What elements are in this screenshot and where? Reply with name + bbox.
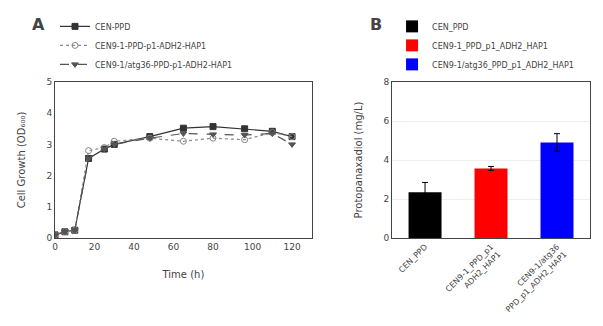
svg-text:80: 80 bbox=[207, 242, 219, 252]
svg-text:60: 60 bbox=[168, 242, 180, 252]
svg-text:CEN_PPD: CEN_PPD bbox=[397, 242, 429, 274]
svg-text:5: 5 bbox=[46, 77, 52, 87]
svg-text:40: 40 bbox=[128, 242, 140, 252]
svg-text:8: 8 bbox=[384, 77, 390, 87]
svg-text:100: 100 bbox=[244, 242, 261, 252]
svg-text:Protopanaxadiol (mg/L): Protopanaxadiol (mg/L) bbox=[353, 101, 364, 218]
svg-text:A: A bbox=[32, 15, 45, 34]
svg-text:4: 4 bbox=[46, 108, 52, 118]
svg-text:6: 6 bbox=[384, 116, 390, 126]
svg-text:CEN9-1/atg36_PPD_p1_ADH2_HAP1: CEN9-1/atg36_PPD_p1_ADH2_HAP1 bbox=[432, 61, 574, 70]
svg-text:B: B bbox=[370, 15, 382, 34]
svg-text:0: 0 bbox=[46, 233, 52, 243]
svg-text:0: 0 bbox=[52, 242, 58, 252]
svg-text:CEN9-1_PPD_p1_ADH2_HAP1: CEN9-1_PPD_p1_ADH2_HAP1 bbox=[432, 42, 548, 51]
svg-text:CEN_PPD: CEN_PPD bbox=[432, 23, 468, 32]
svg-text:4: 4 bbox=[384, 155, 390, 165]
svg-text:CEN9-1-PPD-p1-ADH2-HAP1: CEN9-1-PPD-p1-ADH2-HAP1 bbox=[95, 42, 206, 51]
svg-text:3: 3 bbox=[46, 140, 52, 150]
svg-text:Time (h): Time (h) bbox=[162, 269, 205, 280]
svg-text:CEN-PPD: CEN-PPD bbox=[95, 23, 130, 32]
svg-text:2: 2 bbox=[46, 171, 52, 181]
svg-text:120: 120 bbox=[283, 242, 300, 252]
svg-text:CEN9-1/atg36PPD_p1_ADH2_HAP1: CEN9-1/atg36PPD_p1_ADH2_HAP1 bbox=[497, 242, 569, 314]
svg-text:2: 2 bbox=[384, 194, 390, 204]
svg-text:0: 0 bbox=[384, 233, 390, 243]
svg-text:1: 1 bbox=[46, 202, 52, 212]
svg-text:CEN9-1/atg36-PPD-p1-ADH2-HAP1: CEN9-1/atg36-PPD-p1-ADH2-HAP1 bbox=[95, 61, 232, 70]
svg-text:20: 20 bbox=[89, 242, 101, 252]
svg-text:CEN9-1_PPD_p1ADH2_HAP1: CEN9-1_PPD_p1ADH2_HAP1 bbox=[444, 242, 503, 301]
svg-text:Cell Growth (OD₆₀₀): Cell Growth (OD₆₀₀) bbox=[16, 112, 27, 209]
